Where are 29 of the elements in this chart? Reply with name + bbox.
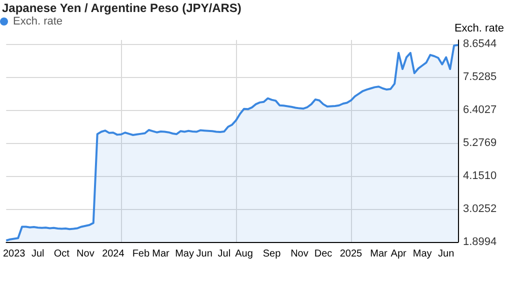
x-tick-label: Dec [314,248,332,260]
x-tick-label: 2023 [2,248,26,260]
x-tick-label: Mar [152,248,170,260]
chart-title: Japanese Yen / Argentine Peso (JPY/ARS) [2,1,242,15]
x-tick-label: Mar [370,248,388,260]
x-tick-label: Aug [235,248,253,260]
x-tick-label: 2024 [102,248,125,260]
y-axis-title: Exch. rate [454,22,504,34]
x-tick-label: Oct [54,248,70,260]
y-tick-label: 5.2769 [463,136,497,149]
x-tick-label: 2025 [340,248,363,260]
y-tick-label: 8.6544 [463,38,497,50]
x-tick-label: May [412,248,432,260]
y-tick-label: 3.0252 [463,202,497,215]
x-tick-label: Jul [31,248,44,260]
x-tick-label: Jul [218,248,231,260]
y-tick-label: 4.1510 [463,170,497,182]
y-tick-label: 7.5285 [463,70,497,83]
x-tick-label: Jun [438,248,454,260]
y-tick-label: 6.4027 [463,104,497,116]
x-tick-label: Jun [196,248,212,260]
x-tick-label: Nov [290,248,308,260]
x-tick-label: Sep [262,248,282,260]
y-tick-label: 1.8994 [463,236,497,248]
x-tick-label: Nov [76,248,94,260]
x-tick-label: May [175,248,194,260]
x-tick-label: Feb [132,248,150,260]
x-tick-label: Apr [390,248,407,260]
legend-label: Exch. rate [13,16,63,28]
